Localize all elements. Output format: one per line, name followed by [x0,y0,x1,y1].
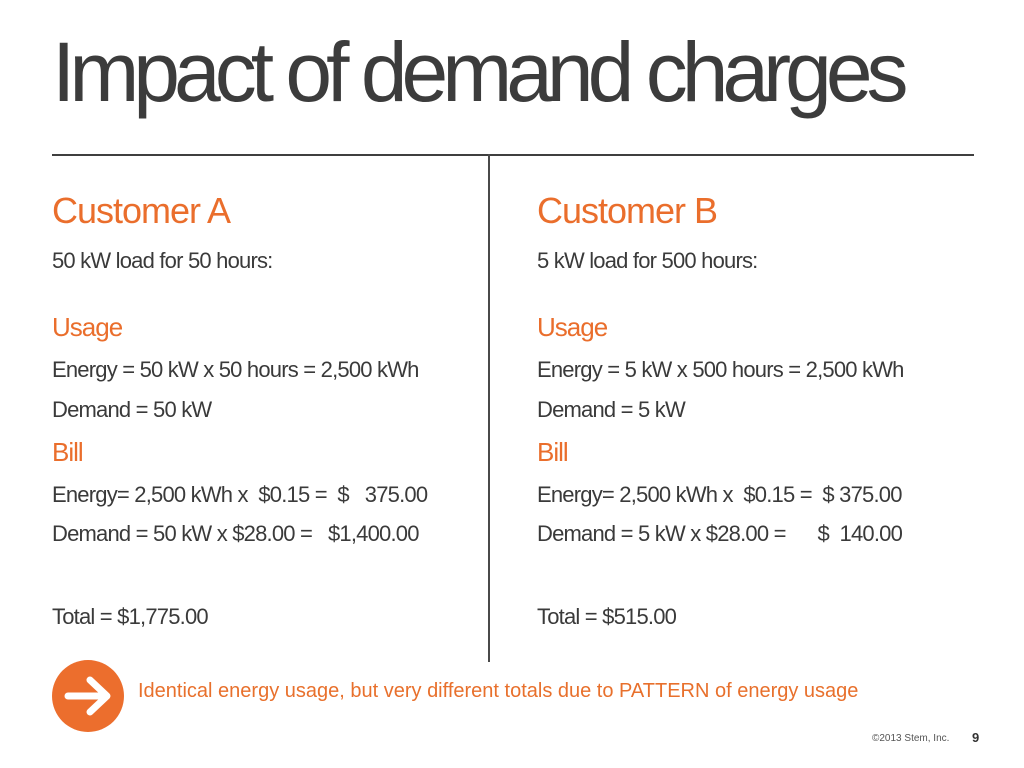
customer-b-demand-bill: Demand = 5 kW x $28.00 = $ 140.00 [537,521,903,546]
customer-a-demand-usage: Demand = 50 kW [52,397,212,422]
customer-b-demand-usage: Demand = 5 kW [537,397,686,422]
customer-a-bill-heading: Bill [52,437,84,467]
customer-b-load: 5 kW load for 500 hours: [537,248,758,273]
customer-a-energy-bill: Energy= 2,500 kWh x $0.15 = $ 375.00 [52,482,428,507]
customer-b-total: Total = $515.00 [537,604,677,629]
slide-title: Impact of demand charges [52,25,909,119]
customer-b-usage-heading: Usage [537,312,608,342]
title-divider [52,154,974,156]
copyright: ©2013 Stem, Inc. [872,733,950,744]
arrow-right-circle-icon [52,660,124,732]
callout-text: Identical energy usage, but very differe… [138,680,859,702]
customer-a-usage-heading: Usage [52,312,123,342]
customer-a-demand-bill: Demand = 50 kW x $28.00 = $1,400.00 [52,521,419,546]
customer-b-heading: Customer B [537,190,718,231]
customer-a-heading: Customer A [52,190,231,231]
customer-b-energy-usage: Energy = 5 kW x 500 hours = 2,500 kWh [537,357,904,382]
customer-a-energy-usage: Energy = 50 kW x 50 hours = 2,500 kWh [52,357,419,382]
customer-b-bill-heading: Bill [537,437,569,467]
column-divider [488,154,490,662]
customer-b-energy-bill: Energy= 2,500 kWh x $0.15 = $ 375.00 [537,482,902,507]
page-number: 9 [972,730,980,745]
customer-a-load: 50 kW load for 50 hours: [52,248,273,273]
customer-a-total: Total = $1,775.00 [52,604,209,629]
